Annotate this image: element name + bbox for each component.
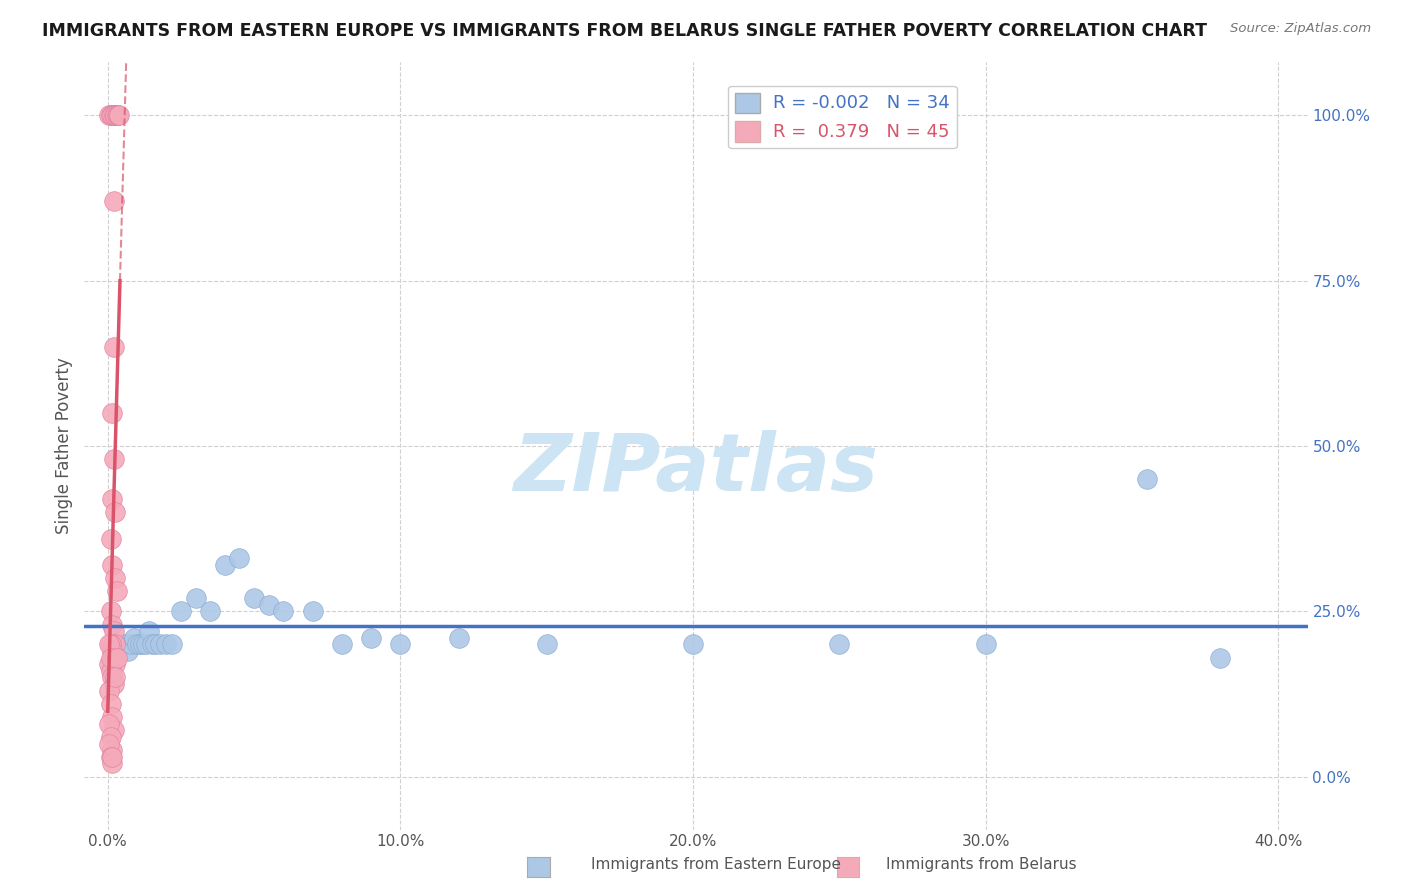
Point — [100, 697, 122, 711]
Point — [228, 551, 250, 566]
Point — [101, 756, 124, 771]
Point — [101, 617, 124, 632]
Point — [389, 637, 412, 651]
Point — [138, 624, 160, 639]
Point — [301, 604, 323, 618]
Point — [135, 637, 157, 651]
Point — [273, 604, 295, 618]
Point — [98, 683, 121, 698]
Point — [103, 108, 125, 122]
Point — [101, 108, 124, 122]
Point — [101, 644, 124, 658]
Point — [101, 491, 124, 506]
Point — [104, 637, 127, 651]
Point — [103, 452, 125, 467]
Point — [105, 584, 128, 599]
Point — [98, 716, 121, 731]
Point — [132, 637, 155, 651]
Point — [104, 670, 127, 684]
Text: ZIPatlas: ZIPatlas — [513, 430, 879, 508]
Point — [101, 710, 124, 724]
Point — [107, 108, 129, 122]
Point — [103, 677, 125, 691]
Point — [105, 108, 128, 122]
Point — [100, 730, 122, 744]
Point — [184, 591, 207, 606]
Point — [100, 108, 122, 122]
Point — [98, 657, 121, 672]
Point — [100, 650, 122, 665]
Point — [828, 637, 851, 651]
Point — [682, 637, 704, 651]
Point — [103, 650, 125, 665]
Point — [447, 631, 470, 645]
Point — [160, 637, 183, 651]
Point — [117, 644, 139, 658]
Point — [214, 558, 236, 572]
Point — [257, 598, 280, 612]
Text: Immigrants from Belarus: Immigrants from Belarus — [886, 857, 1077, 872]
Point — [103, 340, 125, 354]
Point — [974, 637, 997, 651]
Point — [103, 723, 125, 738]
Point — [243, 591, 266, 606]
Point — [103, 194, 125, 209]
Text: Immigrants from Eastern Europe: Immigrants from Eastern Europe — [591, 857, 841, 872]
Point — [104, 505, 127, 519]
Point — [101, 670, 124, 684]
Point — [98, 737, 121, 751]
Point — [104, 108, 127, 122]
Y-axis label: Single Father Poverty: Single Father Poverty — [55, 358, 73, 534]
Point — [149, 637, 172, 651]
Point — [143, 637, 166, 651]
Point — [101, 406, 124, 420]
Point — [101, 749, 124, 764]
Point — [101, 743, 124, 757]
Point — [360, 631, 382, 645]
Point — [103, 624, 125, 639]
Point — [105, 650, 128, 665]
Point — [1209, 650, 1232, 665]
Legend: R = -0.002   N = 34, R =  0.379   N = 45: R = -0.002 N = 34, R = 0.379 N = 45 — [728, 87, 956, 148]
Point — [129, 637, 152, 651]
Point — [141, 637, 163, 651]
Point — [1136, 472, 1159, 486]
Point — [536, 637, 558, 651]
Point — [111, 637, 134, 651]
Point — [170, 604, 193, 618]
Point — [98, 108, 121, 122]
Point — [100, 604, 122, 618]
Point — [100, 532, 122, 546]
Point — [120, 637, 142, 651]
Point — [98, 637, 121, 651]
Text: Source: ZipAtlas.com: Source: ZipAtlas.com — [1230, 22, 1371, 36]
Point — [104, 657, 127, 672]
Point — [122, 631, 145, 645]
Point — [330, 637, 353, 651]
Point — [114, 637, 136, 651]
Point — [100, 637, 122, 651]
Point — [125, 637, 148, 651]
Point — [104, 571, 127, 585]
Point — [101, 558, 124, 572]
Point — [100, 749, 122, 764]
Point — [108, 108, 131, 122]
Point — [198, 604, 221, 618]
Point — [100, 664, 122, 678]
Point — [155, 637, 177, 651]
Text: IMMIGRANTS FROM EASTERN EUROPE VS IMMIGRANTS FROM BELARUS SINGLE FATHER POVERTY : IMMIGRANTS FROM EASTERN EUROPE VS IMMIGR… — [42, 22, 1208, 40]
